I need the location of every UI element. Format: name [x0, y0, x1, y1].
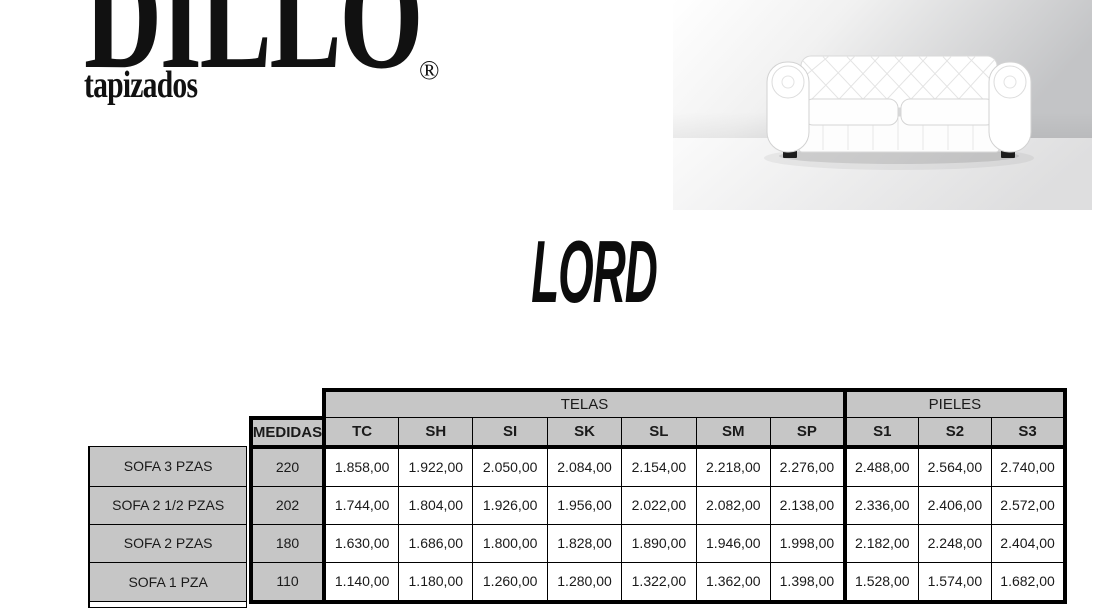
price-cell: 1.922,00	[398, 446, 474, 487]
column-header-sk: SK	[546, 417, 623, 449]
price-cell: 1.140,00	[322, 561, 400, 604]
table-row: SOFA 3 PZAS 220 1.858,00 1.922,00 2.050,…	[88, 446, 1068, 487]
price-cell: 2.050,00	[472, 446, 548, 487]
brand-tagline: tapizados	[84, 64, 198, 106]
brand-logo-text: DILLO	[84, 0, 423, 100]
price-cell: 1.528,00	[842, 561, 919, 604]
column-header-s1: S1	[842, 417, 919, 449]
price-cell: 2.182,00	[842, 523, 919, 563]
price-cell: 2.022,00	[621, 485, 697, 525]
price-cell: 2.740,00	[991, 446, 1068, 487]
column-header-s3: S3	[991, 417, 1068, 449]
column-header-si: SI	[472, 417, 548, 449]
price-cell: 1.362,00	[695, 561, 771, 604]
price-cell: 1.946,00	[695, 523, 771, 563]
price-cell: 1.686,00	[398, 523, 474, 563]
medida-value: 180	[248, 523, 327, 563]
price-cell: 1.744,00	[322, 485, 400, 525]
price-cell: 2.218,00	[695, 446, 771, 487]
price-cell: 1.890,00	[621, 523, 697, 563]
price-cell: 2.404,00	[991, 523, 1068, 563]
column-header-s2: S2	[917, 417, 993, 449]
row-label: SOFA 2 1/2 PZAS	[88, 485, 248, 525]
price-cell: 2.248,00	[917, 523, 993, 563]
price-cell: 2.488,00	[842, 446, 919, 487]
label-column-stub	[88, 601, 248, 608]
price-cell: 1.956,00	[546, 485, 623, 525]
price-cell: 1.998,00	[769, 523, 847, 563]
table-row: SOFA 2 PZAS 180 1.630,00 1.686,00 1.800,…	[88, 523, 1068, 563]
price-cell: 1.574,00	[917, 561, 993, 604]
column-header-sp: SP	[769, 417, 847, 449]
sofa-illustration	[673, 0, 1092, 210]
price-cell: 1.398,00	[769, 561, 847, 604]
column-header-medidas: MEDIDAS	[248, 415, 327, 449]
sofa-photo	[673, 0, 1092, 210]
price-cell: 1.630,00	[322, 523, 400, 563]
price-cell: 2.082,00	[695, 485, 771, 525]
column-header-sh: SH	[398, 417, 474, 449]
row-label: SOFA 1 PZA	[88, 561, 248, 602]
price-cell: 2.564,00	[917, 446, 993, 487]
table-row: SOFA 1 PZA 110 1.140,00 1.180,00 1.260,0…	[88, 561, 1068, 604]
price-table: TELAS PIELES MEDIDAS TC SH SI SK SL SM S…	[88, 388, 1068, 608]
price-cell: 1.180,00	[398, 561, 474, 604]
column-header-sl: SL	[621, 417, 697, 449]
price-cell: 1.260,00	[472, 561, 548, 604]
registered-trademark-icon: ®	[419, 55, 440, 85]
product-title: LORD	[531, 222, 658, 321]
price-cell: 1.682,00	[991, 561, 1068, 604]
price-cell: 1.858,00	[322, 446, 400, 487]
spacer-cell	[89, 390, 324, 418]
medida-value: 110	[248, 561, 327, 604]
column-header-sm: SM	[695, 417, 771, 449]
price-cell: 2.572,00	[991, 485, 1068, 525]
medida-value: 220	[248, 446, 327, 487]
spacer-cell	[89, 418, 251, 447]
price-cell: 2.406,00	[917, 485, 993, 525]
price-cell: 1.322,00	[621, 561, 697, 604]
price-cell: 2.138,00	[769, 485, 847, 525]
group-header-pieles: PIELES	[842, 388, 1068, 418]
column-header-row: MEDIDAS TC SH SI SK SL SM SP S1 S2 S3	[89, 415, 1068, 449]
label-column-stub-row	[88, 601, 1065, 608]
price-cell: 2.276,00	[769, 446, 847, 487]
price-cell: 2.084,00	[546, 446, 623, 487]
price-cell: 1.280,00	[546, 561, 623, 604]
price-cell: 2.154,00	[621, 446, 697, 487]
price-cell: 1.926,00	[472, 485, 548, 525]
table-row: SOFA 2 1/2 PZAS 202 1.744,00 1.804,00 1.…	[88, 485, 1068, 525]
group-header-telas: TELAS	[322, 388, 847, 418]
medida-value: 202	[248, 485, 327, 525]
price-cell: 1.828,00	[546, 523, 623, 563]
price-cell: 1.804,00	[398, 485, 474, 525]
price-cell: 1.800,00	[472, 523, 548, 563]
row-label: SOFA 2 PZAS	[88, 523, 248, 563]
price-cell: 2.336,00	[842, 485, 919, 525]
column-header-tc: TC	[322, 417, 400, 449]
spacer-cell	[247, 602, 1065, 608]
row-label: SOFA 3 PZAS	[88, 446, 248, 487]
group-header-row: TELAS PIELES	[89, 388, 1068, 418]
